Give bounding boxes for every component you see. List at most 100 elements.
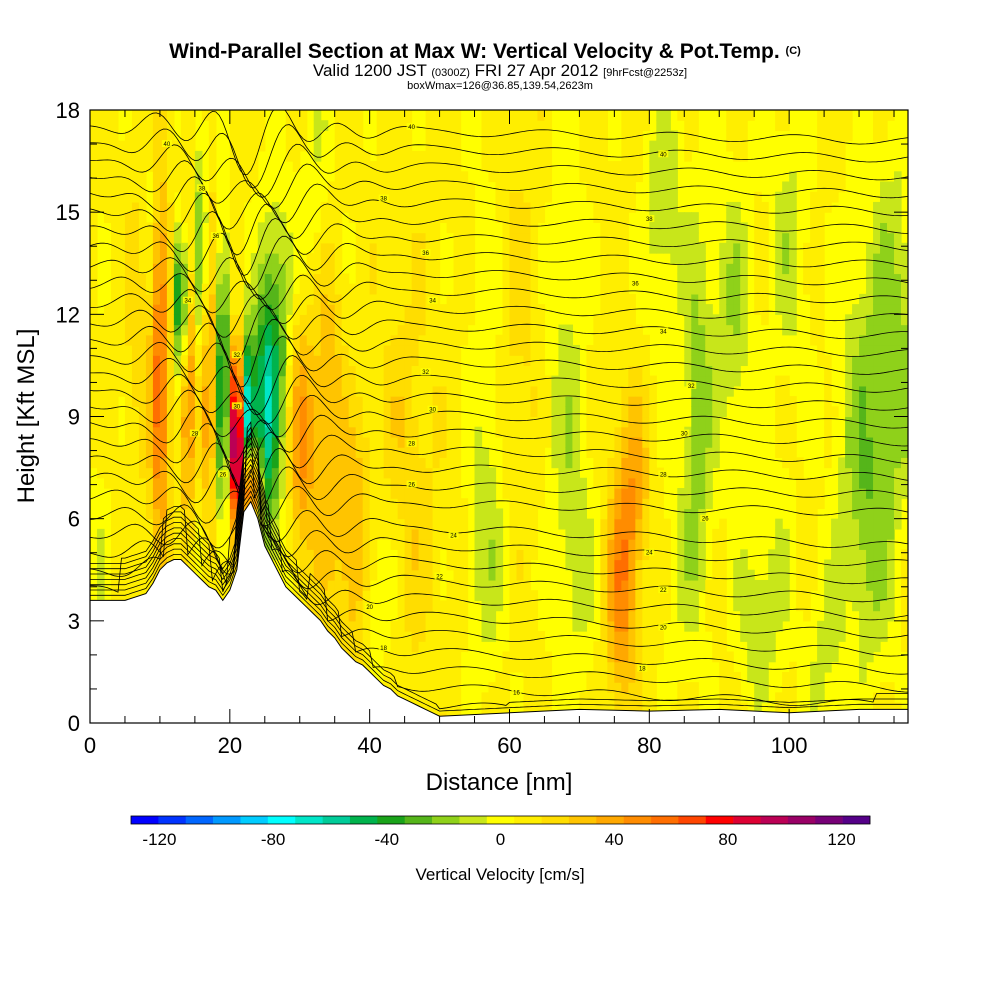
velocity-cell — [355, 631, 364, 642]
velocity-cell — [110, 549, 119, 561]
velocity-cell — [600, 518, 608, 530]
velocity-cell — [782, 304, 790, 315]
velocity-cell — [607, 212, 615, 223]
velocity-cell — [369, 416, 378, 428]
velocity-cell — [131, 232, 140, 244]
velocity-cell — [593, 702, 601, 714]
velocity-cell — [292, 488, 301, 499]
velocity-cell — [845, 426, 853, 438]
velocity-cell — [698, 518, 706, 530]
velocity-cell — [425, 477, 434, 489]
velocity-cell — [166, 436, 175, 448]
velocity-cell — [152, 396, 161, 407]
velocity-cell — [145, 334, 154, 346]
velocity-cell — [418, 293, 427, 305]
velocity-cell — [509, 334, 518, 346]
velocity-cell — [117, 355, 126, 367]
velocity-cell — [831, 610, 839, 622]
velocity-cell — [306, 559, 315, 571]
velocity-cell — [509, 365, 518, 377]
velocity-cell — [824, 620, 832, 632]
velocity-cell — [425, 457, 434, 469]
velocity-cell — [810, 682, 818, 693]
velocity-cell — [355, 334, 364, 346]
velocity-cell — [117, 273, 126, 285]
velocity-cell — [383, 498, 392, 510]
velocity-cell — [600, 651, 608, 663]
velocity-cell — [614, 283, 622, 295]
velocity-cell — [320, 120, 329, 132]
velocity-cell — [96, 375, 105, 387]
velocity-cell — [397, 559, 406, 571]
velocity-cell — [103, 201, 112, 213]
velocity-cell — [530, 416, 539, 428]
velocity-cell — [558, 324, 567, 336]
velocity-cell — [257, 396, 266, 407]
contour-label: 30 — [231, 402, 242, 410]
velocity-cell — [110, 569, 119, 581]
velocity-cell — [215, 273, 224, 285]
velocity-cell — [894, 416, 902, 428]
velocity-cell — [432, 498, 441, 510]
velocity-cell — [852, 590, 860, 601]
velocity-cell — [138, 385, 147, 397]
velocity-cell — [894, 314, 902, 326]
velocity-cell — [516, 631, 525, 642]
velocity-cell — [278, 467, 287, 479]
velocity-cell — [649, 692, 657, 704]
velocity-cell — [628, 600, 636, 612]
velocity-cell — [411, 508, 420, 520]
velocity-cell — [362, 171, 371, 183]
velocity-cell — [278, 334, 287, 346]
velocity-cell — [852, 600, 860, 612]
contour-label: 16 — [511, 688, 522, 696]
velocity-cell — [901, 590, 908, 601]
velocity-cell — [880, 579, 888, 591]
velocity-cell — [530, 110, 539, 121]
velocity-cell — [621, 253, 629, 264]
velocity-cell — [243, 293, 252, 305]
velocity-cell — [355, 365, 364, 377]
velocity-cell — [355, 518, 364, 530]
velocity-cell — [404, 549, 413, 561]
velocity-cell — [579, 702, 587, 714]
velocity-cell — [712, 396, 720, 407]
velocity-cell — [530, 375, 539, 387]
velocity-cell — [838, 579, 846, 591]
velocity-cell — [236, 344, 245, 356]
velocity-cell — [334, 242, 343, 254]
velocity-cell — [460, 171, 469, 183]
velocity-cell — [502, 161, 511, 172]
velocity-cell — [628, 293, 636, 305]
velocity-cell — [537, 161, 546, 172]
velocity-cell — [124, 385, 133, 397]
velocity-cell — [180, 161, 189, 172]
velocity-cell — [285, 273, 294, 285]
velocity-cell — [663, 610, 671, 622]
velocity-cell — [348, 590, 357, 601]
velocity-cell — [397, 406, 406, 418]
velocity-cell — [243, 416, 252, 428]
velocity-cell — [803, 253, 811, 264]
velocity-cell — [670, 232, 678, 244]
velocity-cell — [901, 283, 908, 295]
velocity-cell — [439, 528, 448, 540]
velocity-cell — [607, 396, 615, 407]
velocity-cell — [894, 447, 902, 458]
velocity-cell — [138, 406, 147, 418]
velocity-cell — [194, 283, 203, 295]
velocity-cell — [397, 181, 406, 193]
velocity-cell — [684, 467, 692, 479]
velocity-cell — [453, 344, 462, 356]
velocity-cell — [691, 539, 699, 550]
velocity-cell — [341, 467, 350, 479]
velocity-cell — [866, 273, 874, 285]
velocity-cell — [362, 488, 371, 499]
velocity-cell — [90, 436, 98, 448]
velocity-cell — [117, 488, 126, 499]
velocity-cell — [502, 171, 511, 183]
velocity-cell — [621, 242, 629, 254]
velocity-cell — [173, 426, 182, 438]
velocity-cell — [348, 600, 357, 612]
velocity-cell — [341, 171, 350, 183]
